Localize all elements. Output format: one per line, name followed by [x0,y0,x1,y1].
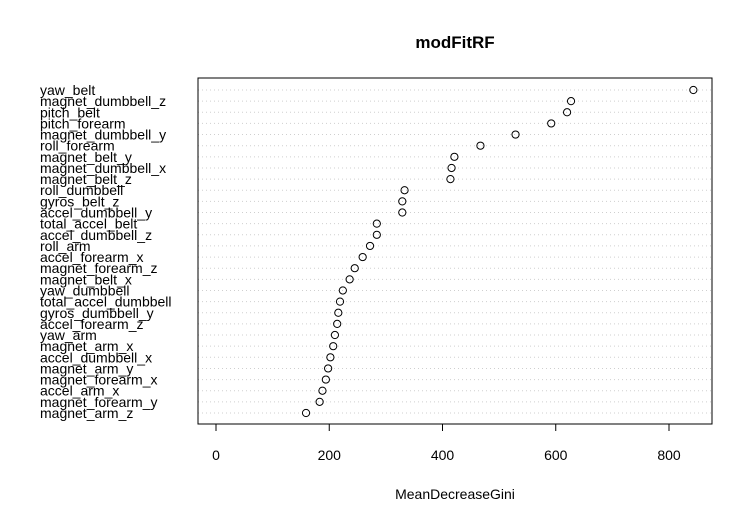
data-point [398,197,407,206]
data-point [335,297,345,306]
category-label: magnet_belt_y [40,149,132,165]
data-point [689,85,698,95]
category-label: accel_dumbbell_z [40,227,152,243]
data-point [318,386,327,395]
x-tick-label: 0 [212,447,220,463]
data-point [562,108,572,117]
category-label: yaw_dumbbell [40,282,130,298]
data-point [338,286,347,295]
category-label: magnet_belt_x [40,271,132,287]
x-tick-label: 800 [657,447,681,463]
data-point [447,163,456,173]
category-label: magnet_arm_x [40,338,133,354]
category-label: gyros_belt_z [40,193,119,209]
grid-lines [198,89,712,414]
category-label: magnet_forearm_z [40,260,158,276]
category-label: roll_arm [40,238,91,254]
category-label: magnet_forearm_x [40,372,158,388]
data-points [301,85,698,418]
data-point [547,119,556,128]
data-point [511,130,520,139]
category-label: roll_dumbbell [40,182,123,198]
category-label: roll_forearm [40,138,115,154]
data-point [334,308,343,317]
category-label: accel_forearm_z [40,316,144,332]
category-label: total_accel_dumbbell [40,294,172,310]
x-tick-label: 600 [544,447,568,463]
data-point [321,375,330,384]
plot-frame [197,77,713,425]
data-point [350,264,359,273]
category-label: accel_dumbbell_x [40,349,152,365]
x-tick-label: 200 [318,447,342,463]
data-point [301,408,311,418]
category-label: magnet_arm_z [40,405,133,421]
category-label: magnet_arm_y [40,360,133,376]
data-point [324,364,333,373]
data-point [345,275,354,284]
category-label: pitch_forearm [40,115,126,131]
data-point [446,175,455,184]
category-label: yaw_arm [40,327,97,343]
data-point [398,208,407,217]
data-point [372,230,381,239]
category-label: accel_dumbbell_y [40,205,152,221]
chart-title: modFitRF [415,33,494,52]
data-point [315,397,324,406]
x-axis: 0 200 400 600 800 [212,423,681,463]
data-point [400,186,409,195]
category-label: accel_arm_x [40,383,119,399]
data-point [358,252,367,262]
data-point [330,330,340,340]
category-label: accel_forearm_x [40,249,144,265]
category-label: magnet_dumbbell_z [40,93,166,109]
category-label: total_accel_belt [40,216,137,232]
category-label: magnet_belt_z [40,171,132,187]
data-point [329,342,338,351]
data-point [450,152,459,161]
data-point [333,319,342,328]
category-label: pitch_belt [40,104,100,120]
data-point [372,219,381,228]
x-axis-label: MeanDecreaseGini [395,486,515,502]
data-point [566,97,576,106]
category-labels: yaw_beltmagnet_dumbbell_zpitch_beltpitch… [40,82,172,421]
category-label: yaw_belt [40,82,95,98]
data-point [326,353,335,362]
category-label: gyros_dumbbell_y [40,305,154,321]
data-point [365,241,375,251]
x-tick-label: 400 [431,447,455,463]
category-label: magnet_forearm_y [40,394,158,410]
category-label: magnet_dumbbell_y [40,127,166,143]
category-label: magnet_dumbbell_x [40,160,166,176]
data-point [476,141,485,150]
